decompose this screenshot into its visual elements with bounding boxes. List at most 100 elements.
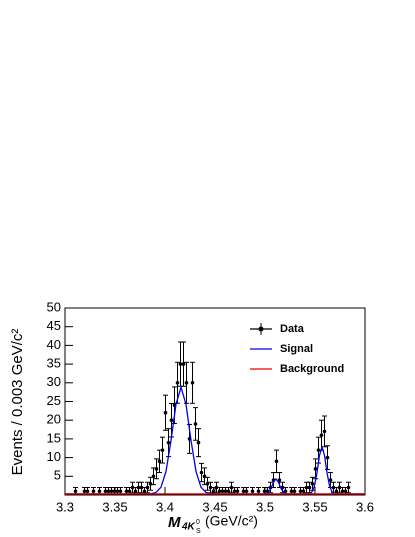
data-point [190,381,195,385]
data-point [91,489,96,494]
data-point [169,418,174,423]
data-point [331,485,336,490]
data-point [214,485,219,490]
data-point [310,481,315,486]
data-point [307,485,312,490]
data-point [175,381,180,385]
data-point [133,489,138,494]
plot-frame [64,307,366,496]
y-tick-label: 20 [47,412,61,427]
data-point [316,448,321,452]
curve [65,384,365,495]
x-tick-label: 3.35 [102,499,127,514]
y-tick-label: 25 [47,393,61,408]
data-point [103,489,108,494]
y-tick-label: 45 [47,318,61,333]
data-point [163,410,168,415]
data-point [241,489,246,494]
data-point [82,489,87,494]
x-tick-label: 3.55 [302,499,327,514]
data-point [142,489,147,494]
x-tick-label: 3.6 [356,499,374,514]
data-point [112,489,117,494]
x-label-unit: (GeV/c²) [205,513,258,529]
x-label-sub-superscript: 0 [196,519,200,526]
data-point [277,478,282,482]
data-point [73,489,78,494]
y-tick-label: 10 [47,449,61,464]
data-point [292,489,297,494]
data-point [319,433,324,437]
data-point [85,489,90,494]
data-point [130,485,135,490]
data-point [325,455,330,460]
x-label-sub-subscript: S [196,528,201,535]
data-point [199,470,204,475]
data-point [274,459,279,464]
data-point [346,485,351,490]
data-point [304,485,309,490]
x-label-subscript: 4K [181,522,196,533]
legend-swatch [258,326,264,332]
data-point [322,429,327,434]
data-point [154,467,159,471]
x-tick-label: 3.5 [256,499,274,514]
data-point [343,489,348,494]
x-axis-label: M 4K 0 S (GeV/c²) [168,513,258,535]
data-point [166,440,171,445]
data-point [157,459,162,464]
data-point [250,489,255,494]
x-tick-label: 3.45 [202,499,227,514]
data-point [118,489,123,494]
data-point [127,489,132,494]
data-point [196,440,201,445]
data-point [139,485,144,490]
legend-label: Signal [280,343,313,355]
data-point [229,485,234,490]
data-point [208,485,213,490]
data-point [181,362,186,366]
data-point [184,381,189,385]
y-tick-label: 30 [47,374,61,389]
data-point [226,489,231,494]
data-point [232,489,237,494]
data-point [211,489,216,494]
data-point [256,489,261,494]
data-point [115,489,120,494]
legend-label: Background [280,363,344,375]
data-point [235,489,240,494]
data-point [334,489,339,494]
data-point [106,489,111,494]
data-point [220,489,225,494]
data-point [262,489,267,494]
data-point [151,474,156,479]
y-tick-label: 15 [47,430,61,445]
y-axis-label: Events / 0.003 GeV/c² [9,329,26,476]
data-point [160,448,165,452]
data-point [136,485,141,490]
y-tick-label: 35 [47,356,61,371]
data-point [283,489,288,494]
y-tick-label: 5 [54,468,61,483]
y-tick-label: 50 [47,299,61,314]
data-point [328,478,333,482]
data-point [289,489,294,494]
data-point [340,489,345,494]
x-tick-label: 3.3 [56,499,74,514]
x-label-symbol: M [168,514,181,531]
legend-label: Data [280,323,305,335]
data-point [217,489,222,494]
data-point [193,422,198,426]
data-point [97,489,102,494]
data-point [244,489,249,494]
data-point [145,485,150,490]
data-point [205,481,210,486]
data-point [337,485,342,490]
y-tick-label: 40 [47,337,61,352]
data-point [301,489,306,494]
data-point [313,467,318,471]
data-point [298,489,303,494]
data-point [109,489,114,494]
data-point [124,489,129,494]
